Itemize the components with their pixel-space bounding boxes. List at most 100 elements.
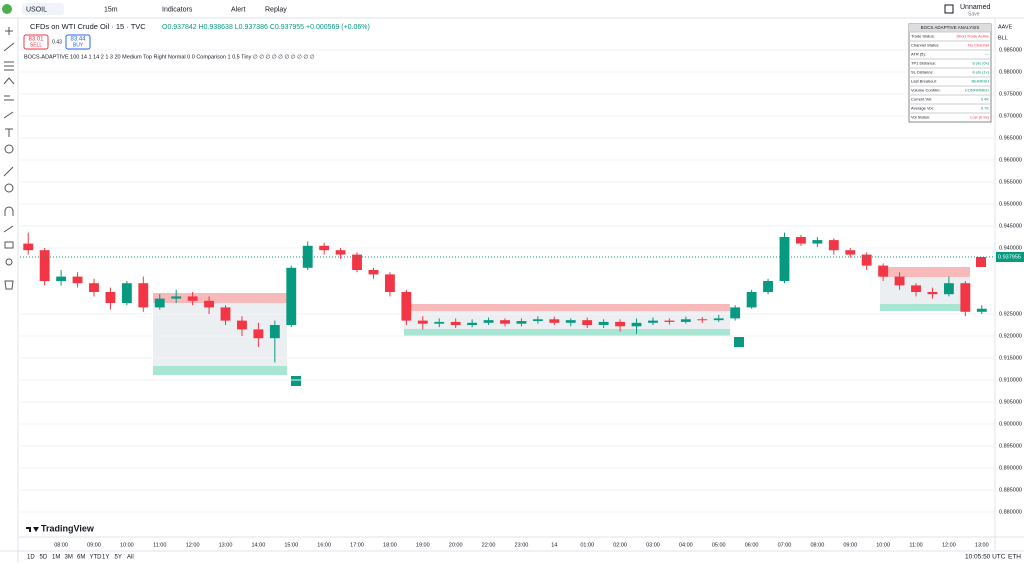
- zone-mid: [404, 311, 730, 329]
- range-button[interactable]: 1Y: [102, 555, 109, 561]
- buy-label[interactable]: BUY: [73, 42, 84, 48]
- y-tick-label: 0.900000: [999, 421, 1022, 427]
- tool-icon[interactable]: [4, 95, 14, 101]
- candles: [18, 49, 995, 513]
- zone-upper: [153, 293, 287, 303]
- y-tick-label: 0.945000: [999, 223, 1022, 229]
- y-tick-label: 0.975000: [999, 91, 1022, 97]
- x-tick-label: 17:00: [350, 542, 364, 548]
- table-value: Short Trade Active: [956, 34, 989, 39]
- table-label: TP1 Distance:: [911, 61, 936, 66]
- candle-body: [39, 250, 50, 281]
- table-title: BOCS ADAPTIVE ANALYSIS: [921, 25, 980, 30]
- save-button[interactable]: Save: [968, 11, 980, 17]
- tool-icon[interactable]: [3, 111, 14, 119]
- ohlc: O0.937842 H0.938638 L0.937386 C0.937955 …: [162, 24, 370, 31]
- range-button[interactable]: 1M: [52, 555, 60, 561]
- candle-body: [500, 320, 510, 324]
- y-tick-label: 0.920000: [999, 333, 1022, 339]
- range-button[interactable]: 3M: [65, 555, 73, 561]
- session[interactable]: ETH: [1008, 554, 1021, 561]
- watchlist-item[interactable]: AAVE: [998, 24, 1013, 30]
- buy-button[interactable]: [65, 34, 91, 50]
- table-frame: [908, 23, 992, 123]
- candle-body: [828, 240, 839, 251]
- candle-body: [105, 292, 116, 303]
- sell-price[interactable]: 83.01: [28, 37, 44, 43]
- x-tick-label: 11:00: [909, 542, 922, 548]
- x-tick-label: 15:00: [284, 542, 298, 548]
- tool-icon[interactable]: [5, 258, 13, 266]
- table-label: Trade Status:: [911, 34, 935, 39]
- zone-lower: [153, 366, 287, 375]
- tool-icon[interactable]: [4, 183, 14, 193]
- tool-icon[interactable]: [3, 77, 15, 85]
- table-label: SL Distance:: [911, 70, 934, 75]
- tool-icon[interactable]: [4, 61, 14, 71]
- y-tick-label: 0.960000: [999, 157, 1022, 163]
- replay-button[interactable]: Replay: [265, 6, 287, 13]
- layout-name[interactable]: Unnamed: [960, 4, 990, 11]
- candle-body: [516, 321, 527, 324]
- candle-body: [779, 237, 790, 281]
- range-button[interactable]: 5D: [40, 555, 48, 561]
- zone-upper: [404, 304, 730, 311]
- candle-body: [154, 298, 165, 308]
- tool-icon[interactable]: [3, 225, 14, 233]
- x-tick-label: 12:00: [942, 542, 956, 548]
- tool-icon[interactable]: [4, 280, 14, 290]
- symbol[interactable]: USOIL: [26, 6, 47, 13]
- range-button[interactable]: YTD: [90, 555, 103, 561]
- candle-body: [302, 245, 313, 268]
- x-tick-label: 05:00: [712, 542, 726, 548]
- candle-body: [467, 322, 478, 325]
- interval[interactable]: 15m: [104, 6, 118, 13]
- tool-icon[interactable]: [3, 166, 14, 177]
- tool-icon[interactable]: [4, 144, 14, 154]
- sell-button[interactable]: [23, 34, 49, 50]
- candle-body: [204, 300, 214, 308]
- x-tick-label: 22:00: [482, 542, 496, 548]
- candle-body: [121, 283, 132, 303]
- candle-body: [269, 325, 280, 339]
- y-tick-label: 0.880000: [999, 509, 1022, 515]
- footer: 1D 5D 1M 3M 6M YTD 1Y 5Y All: [27, 555, 134, 561]
- symbol-search[interactable]: [22, 3, 64, 15]
- candle-body: [631, 322, 642, 327]
- alert-button[interactable]: Alert: [231, 6, 245, 13]
- table-value: No Channel: [968, 43, 989, 48]
- spread: 0.43: [52, 39, 62, 45]
- y-tick-label: 0.940000: [999, 245, 1022, 251]
- candle-body: [960, 283, 971, 312]
- y-tick-label: 0.925000: [999, 311, 1022, 317]
- candle-body: [582, 320, 593, 325]
- tool-icon[interactable]: [5, 128, 13, 137]
- tool-icon[interactable]: [4, 206, 14, 216]
- checkbox[interactable]: [944, 4, 954, 14]
- indicator-legend: BOCS-ADAPTIVE 100 14 1 14 2 1 3 20 Mediu…: [24, 53, 315, 60]
- candle-body: [746, 292, 757, 308]
- y-tick-label: 0.980000: [999, 69, 1022, 75]
- watchlist-item[interactable]: BLL: [998, 35, 1008, 41]
- zone-upper: [880, 267, 970, 277]
- table-value: 0.7K: [981, 106, 990, 111]
- y-tick-label: 0.915000: [999, 355, 1022, 361]
- candle-body: [943, 283, 954, 295]
- tool-icon[interactable]: [4, 241, 14, 249]
- table-header: [909, 24, 991, 32]
- buy-price[interactable]: 83.44: [70, 37, 86, 43]
- range-button[interactable]: All: [127, 555, 134, 561]
- range-button[interactable]: 1D: [27, 555, 35, 561]
- candle-body: [319, 245, 330, 251]
- avatar[interactable]: [2, 4, 12, 14]
- range-button[interactable]: 5Y: [115, 555, 122, 561]
- tool-icon[interactable]: [3, 42, 15, 52]
- indicators-button[interactable]: Indicators: [162, 6, 193, 13]
- x-tick-label: 07:00: [778, 542, 792, 548]
- range-button[interactable]: 6M: [77, 555, 85, 561]
- zone-lower: [404, 329, 730, 336]
- tool-icon[interactable]: [5, 27, 13, 35]
- x-tick-label: 14: [551, 542, 557, 548]
- sell-label[interactable]: SELL: [30, 42, 42, 48]
